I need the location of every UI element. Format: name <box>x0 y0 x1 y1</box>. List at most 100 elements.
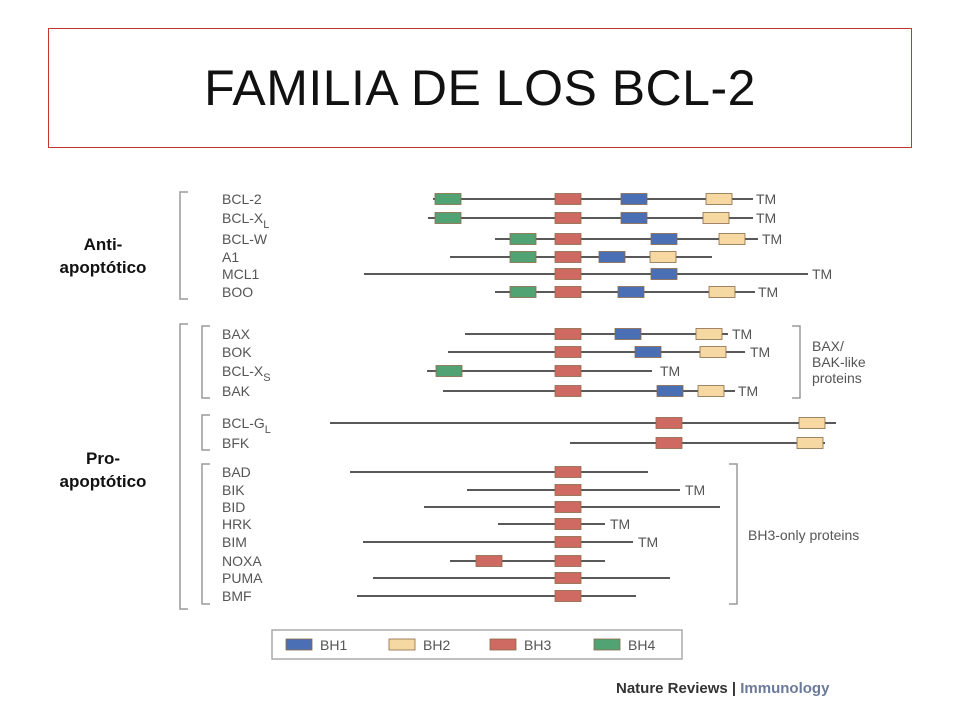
domain-bh2-box <box>708 286 736 298</box>
bax-bak-group-label: BAX/ <box>812 338 844 354</box>
protein-label-subscript: S <box>263 372 270 384</box>
domain-bh1-box <box>620 193 648 205</box>
domain-bh2-box <box>697 385 725 397</box>
tm-label: TM <box>732 326 752 342</box>
legend-label-bh2: BH2 <box>423 637 450 653</box>
domain-bh3-box <box>554 555 582 567</box>
credit-line: Nature Reviews | Immunology <box>616 680 830 697</box>
domain-bh3-box <box>554 590 582 602</box>
domain-bh4-box <box>435 365 463 377</box>
bax-bak-group-label: proteins <box>812 370 862 386</box>
protein-label-7: BAX <box>222 326 251 342</box>
domain-bh3-box <box>554 212 582 224</box>
domain-bh3-box <box>655 437 683 449</box>
legend-swatch-bh2 <box>388 638 416 651</box>
anti-apoptotic-text: Anti- apoptótico <box>59 235 147 277</box>
credit-section: Immunology <box>740 680 830 697</box>
protein-label-3: BCL-W <box>222 231 268 247</box>
domain-bh2-box <box>695 328 723 340</box>
anti-apoptotic-label: Anti- apoptótico <box>28 233 178 279</box>
tm-label: TM <box>756 191 776 207</box>
bh3-only-inner-bracket <box>201 463 210 605</box>
protein-label-5: MCL1 <box>222 266 260 282</box>
domain-bh3-box <box>554 286 582 298</box>
legend-label-bh4: BH4 <box>628 637 655 653</box>
domain-bh4-box <box>434 212 462 224</box>
tm-label: TM <box>610 516 630 532</box>
credit-separator: | <box>732 680 740 697</box>
protein-label-1: BCL-2 <box>222 191 262 207</box>
protein-label-18: NOXA <box>222 553 262 569</box>
protein-label-6: BOO <box>222 284 253 300</box>
legend-swatch-bh4 <box>593 638 621 651</box>
tm-label: TM <box>762 231 782 247</box>
tm-label: TM <box>638 534 658 550</box>
domain-bh2-box <box>702 212 730 224</box>
legend-label-bh3: BH3 <box>524 637 551 653</box>
tm-label: TM <box>758 284 778 300</box>
domain-bh3-box <box>554 365 582 377</box>
title-box: FAMILIA DE LOS BCL-2 <box>48 28 912 148</box>
protein-label-11: BCL-GL <box>222 415 271 436</box>
domain-bh3-box <box>655 417 683 429</box>
protein-label-19: PUMA <box>222 570 263 586</box>
domain-bh3-box <box>554 385 582 397</box>
protein-label-16: HRK <box>222 516 252 532</box>
domain-bh4-box <box>509 251 537 263</box>
protein-label-10: BAK <box>222 383 251 399</box>
domain-bh1-box <box>634 346 662 358</box>
domain-bh3-box <box>554 193 582 205</box>
domain-bh2-box <box>649 251 677 263</box>
tm-label: TM <box>756 210 776 226</box>
domain-bh2-box <box>796 437 824 449</box>
tm-label: TM <box>660 363 680 379</box>
domain-bh3-box <box>554 233 582 245</box>
domain-bh2-box <box>699 346 727 358</box>
bax-bak-inner-bracket <box>201 325 210 399</box>
domain-bh3-box <box>554 518 582 530</box>
page-title: FAMILIA DE LOS BCL-2 <box>204 60 756 116</box>
protein-label-subscript: L <box>263 219 269 231</box>
domain-bh1-box <box>650 268 678 280</box>
domain-bh3-box <box>554 251 582 263</box>
domain-bh4-box <box>434 193 462 205</box>
domain-bh3-box <box>475 555 503 567</box>
pro-apoptotic-text: Pro- apoptótico <box>59 449 147 491</box>
domain-bh1-box <box>656 385 684 397</box>
domain-bh3-box <box>554 328 582 340</box>
pro-apoptotic-label: Pro- apoptótico <box>28 447 178 493</box>
protein-label-17: BIM <box>222 534 247 550</box>
domain-bh1-box <box>620 212 648 224</box>
legend-swatch-bh3 <box>489 638 517 651</box>
domain-bh3-box <box>554 536 582 548</box>
credit-journal: Nature Reviews <box>616 680 732 697</box>
legend-label-bh1: BH1 <box>320 637 347 653</box>
domain-bh3-box <box>554 466 582 478</box>
tm-label: TM <box>685 482 705 498</box>
domain-bh2-box <box>798 417 826 429</box>
bcl-g-bfk-inner-bracket <box>201 414 210 451</box>
protein-label-14: BIK <box>222 482 245 498</box>
domain-bh4-box <box>509 233 537 245</box>
protein-label-subscript: L <box>265 424 271 436</box>
protein-label-20: BMF <box>222 588 252 604</box>
protein-label-12: BFK <box>222 435 250 451</box>
protein-label-2: BCL-XL <box>222 210 269 231</box>
pro-apoptotic-bracket <box>179 323 188 610</box>
domain-bh1-box <box>617 286 645 298</box>
domain-bh3-box <box>554 501 582 513</box>
domain-bh2-box <box>705 193 733 205</box>
bax-bak-right-bracket <box>792 325 801 399</box>
tm-label: TM <box>738 383 758 399</box>
domain-bh4-box <box>509 286 537 298</box>
domain-bh1-box <box>598 251 626 263</box>
domain-bh3-box <box>554 268 582 280</box>
domain-bh3-box <box>554 346 582 358</box>
protein-label-4: A1 <box>222 249 239 265</box>
bh3-only-group-label: BH3-only proteins <box>748 527 859 543</box>
domain-bh1-box <box>650 233 678 245</box>
domain-bh2-box <box>718 233 746 245</box>
protein-label-8: BOK <box>222 344 252 360</box>
anti-apoptotic-bracket <box>179 191 188 300</box>
